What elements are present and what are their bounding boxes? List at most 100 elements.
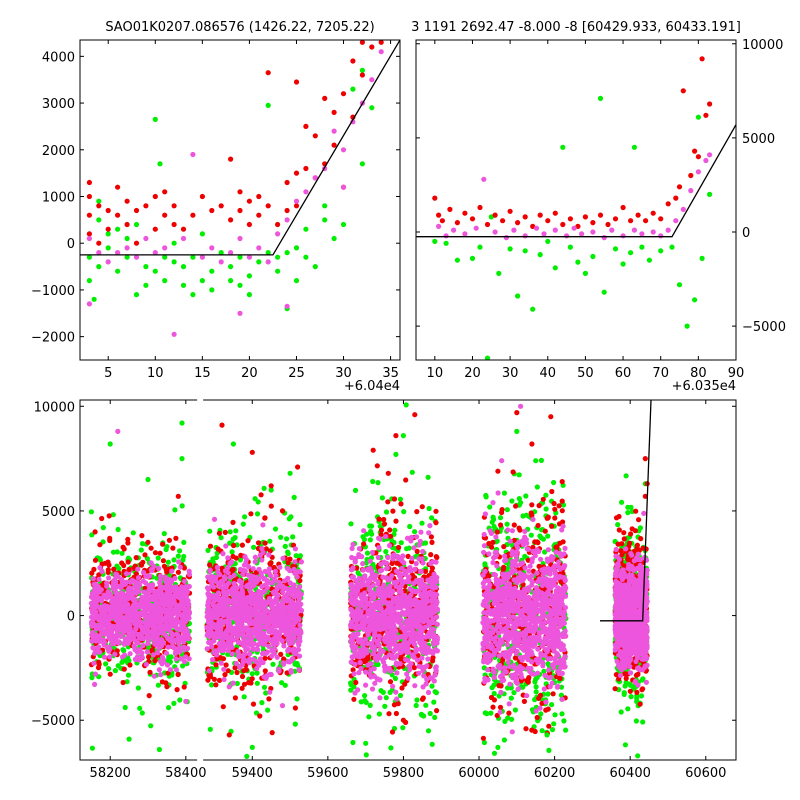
season-point-i (96, 576, 102, 583)
point-g (582, 270, 589, 276)
season-point-r (213, 662, 219, 668)
season-point-i (186, 583, 192, 590)
season-point-i (431, 678, 437, 684)
season-point-i (254, 615, 261, 621)
season-point-i (157, 573, 164, 579)
season-point-i (143, 573, 149, 579)
season-point-i (267, 689, 273, 695)
season-point-i (102, 604, 108, 610)
season-point-g (120, 647, 126, 653)
season-point-g (412, 529, 418, 535)
x-tick-label: 30 (335, 366, 352, 381)
x-offset-label: +6.04e4 (344, 379, 400, 394)
season-point-i (146, 587, 152, 593)
point-g (692, 297, 698, 303)
point-i (162, 245, 168, 251)
season-point-i (291, 566, 297, 573)
season-point-i (112, 596, 118, 602)
season-point-g (282, 543, 288, 550)
season-point-i (102, 623, 108, 629)
point-r (171, 221, 177, 228)
season-point-r (174, 687, 180, 693)
season-point-i (125, 640, 131, 646)
season-point-i (273, 591, 279, 597)
point-r (436, 212, 442, 218)
season-point-g (172, 507, 178, 513)
season-point-g (290, 534, 296, 540)
season-point-i (266, 626, 272, 632)
point-g (246, 292, 252, 298)
season-point-g (171, 557, 177, 563)
season-point-i (91, 592, 97, 599)
season-point-g (171, 700, 177, 707)
season-point-i (140, 569, 147, 576)
point-r (605, 221, 611, 228)
season-point-g (166, 705, 172, 711)
panel-top-left: 5 10 15 20 25 30 35−2000−100001000200030004000… (31, 20, 401, 394)
point-i (620, 233, 626, 239)
season-point-i (252, 600, 258, 606)
season-point-i (215, 625, 221, 632)
season-point-i (172, 606, 179, 612)
season-point-i (268, 598, 274, 604)
season-point-i (92, 671, 99, 677)
season-point-r (428, 552, 434, 558)
season-point-g (350, 739, 356, 746)
season-point-i (170, 622, 177, 629)
season-point-i (262, 575, 268, 582)
season-point-i (127, 607, 133, 613)
season-point-i (100, 638, 106, 644)
season-point-g (103, 661, 109, 667)
season-point-i (233, 660, 239, 667)
y-tick-label: −1000 (31, 284, 75, 299)
point-g (646, 257, 653, 263)
season-point-i (112, 651, 118, 657)
season-point-i (298, 559, 304, 565)
season-point-i (150, 593, 156, 600)
point-i (650, 229, 656, 235)
season-point-g (433, 690, 439, 696)
season-point-i (164, 623, 170, 630)
point-r (284, 207, 290, 214)
season-point-i (376, 545, 382, 551)
season-point-r (226, 732, 232, 738)
season-point-i (377, 695, 383, 701)
y-tick-label: −5000 (742, 320, 786, 335)
season-point-g (110, 512, 116, 518)
season-point-i (89, 638, 95, 644)
point-r (552, 210, 558, 216)
point-i (143, 235, 149, 242)
season-point-g (297, 553, 303, 559)
point-g (190, 292, 196, 298)
season-point-i (352, 661, 358, 667)
season-point-i (182, 617, 188, 623)
season-point-r (381, 521, 388, 527)
point-r (492, 212, 498, 218)
season-point-i (205, 615, 211, 621)
season-point-i (101, 654, 108, 660)
season-point-i (207, 577, 213, 583)
season-point-i (369, 549, 375, 556)
point-g (484, 355, 491, 360)
season-point-g (210, 556, 216, 562)
season-point-i (136, 580, 142, 586)
point-r (86, 231, 92, 237)
season-point-g (429, 683, 435, 689)
season-point-r (121, 562, 127, 569)
season-point-g (368, 528, 374, 535)
season-point-g (367, 537, 373, 543)
point-g (454, 257, 460, 263)
season-point-i (208, 626, 214, 632)
point-r (699, 56, 705, 62)
season-point-g (383, 549, 389, 555)
point-g (312, 264, 318, 270)
season-point-i (372, 680, 378, 686)
season-point-i (186, 610, 193, 616)
season-point-r (396, 544, 402, 551)
point-i (609, 227, 615, 233)
season-point-r (121, 546, 127, 552)
season-point-i (222, 568, 228, 574)
point-g (695, 114, 702, 120)
season-point-i (387, 543, 393, 549)
point-r (133, 207, 140, 214)
